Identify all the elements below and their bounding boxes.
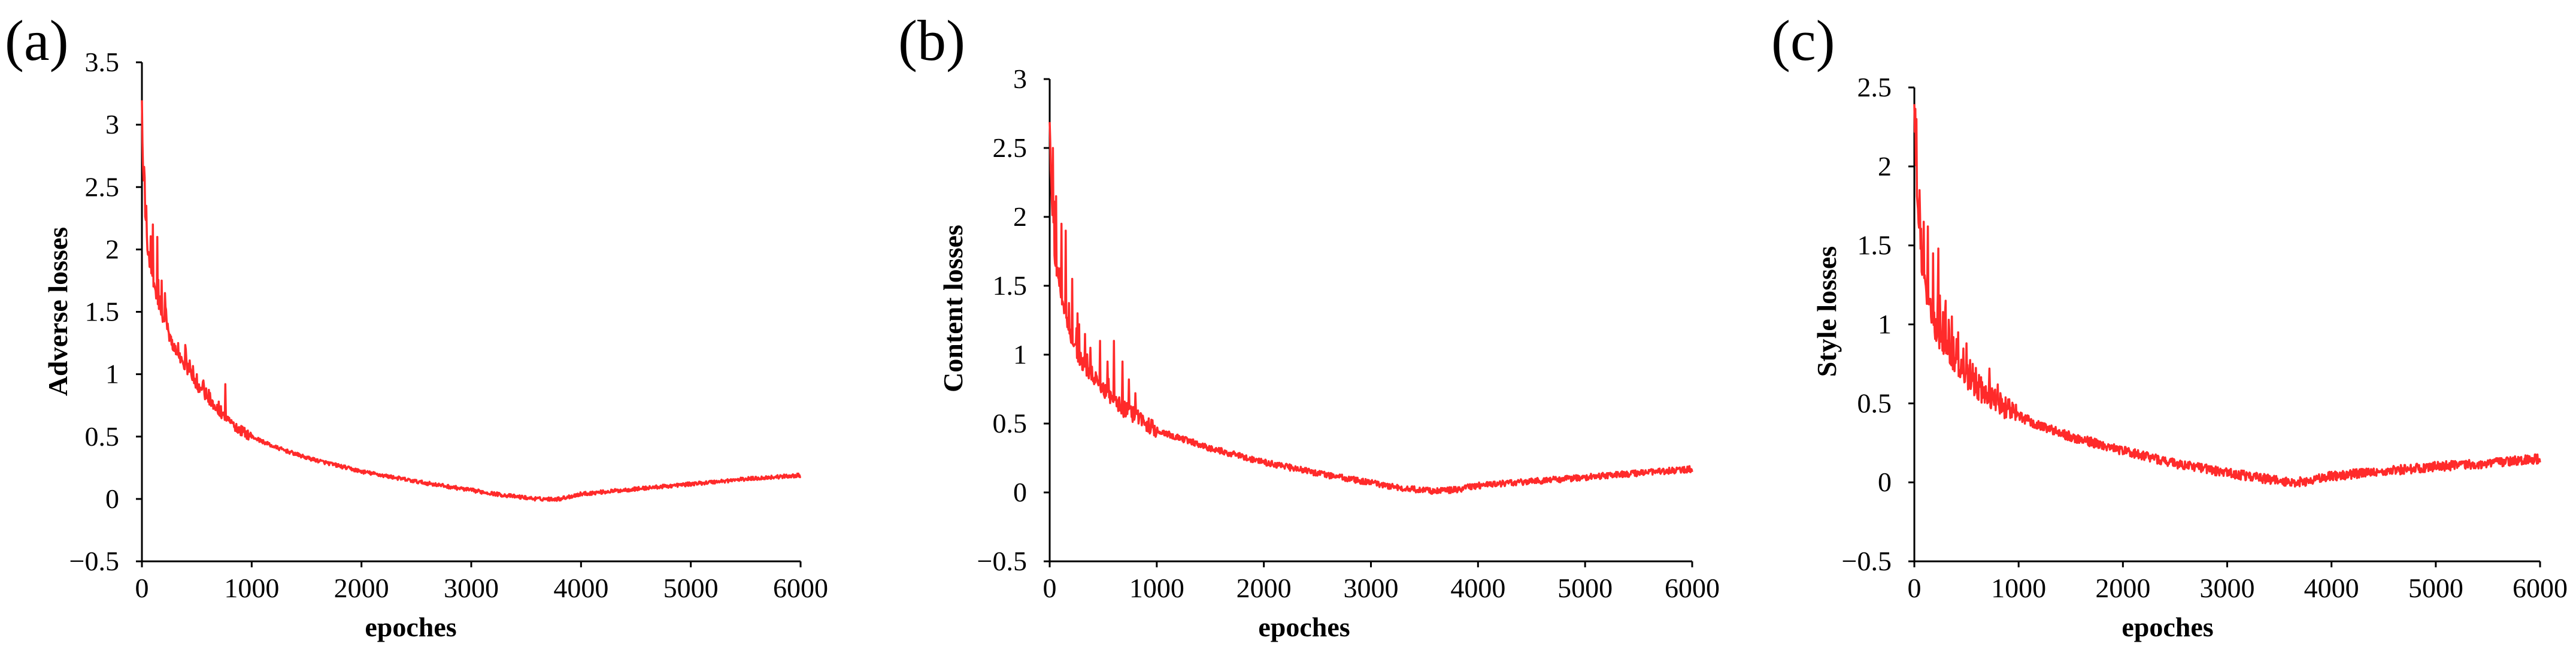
panel-c-x-tick-label: 4000 [2304,573,2359,603]
panel-a-ylabel: Adverse losses [43,227,73,396]
panel-c-y-tick-label: 0 [1878,467,1892,497]
panel-label-b: (b) [898,8,965,72]
panel-a-x-tick-label: 2000 [334,573,389,603]
panel-b-x-tick-label: 2000 [1237,573,1292,603]
panel-b-axes [1048,79,1692,563]
panel-c-x-tick-label: 5000 [2408,573,2463,603]
panel-b-y-tick-label: 1 [1013,339,1027,370]
panel-a-x-ticks: 0 1000 2000 3000 4000 5000 6000 [135,561,828,603]
panel-a-xlabel: epoches [365,612,456,642]
panel-b-y-ticks: −0.5 0 0.5 1 1.5 2 2.5 3 [977,64,1050,576]
panel-b: (b) −0.5 0 0.5 1 1.5 2 2.5 3 0 1000 2000 3000 4000 5… [898,8,1720,642]
panel-b-x-tick-label: 6000 [1665,573,1720,603]
panel-c-x-tick-label: 0 [1908,573,1922,603]
panel-c-x-tick-label: 3000 [2200,573,2255,603]
panel-c-y-tick-label: 0.5 [1857,388,1892,418]
panel-b-series-line [1048,122,1693,495]
panel-b-y-tick-label: 2.5 [993,132,1028,163]
panel-c: (c) −0.5 0 0.5 1 1.5 2 2.5 0 1000 2000 3000 4000 50… [1771,8,2568,642]
panel-c-y-tick-label: 1 [1878,309,1892,340]
panel-a: (a) −0.5 0 0.5 1 1.5 2 2.5 3 3.5 0 1000 2000 3000 40… [5,8,828,642]
panel-c-y-tick-label: 2.5 [1857,72,1892,102]
panel-b-x-tick-label: 5000 [1557,573,1613,603]
panel-c-x-tick-label: 2000 [2095,573,2150,603]
panel-a-series-line [141,100,802,502]
panel-b-x-tick-label: 0 [1043,573,1057,603]
panel-c-y-tick-label: 2 [1878,151,1892,182]
panel-c-x-ticks: 0 1000 2000 3000 4000 5000 6000 [1908,561,2568,603]
panel-a-y-tick-label: 2 [105,234,119,264]
panel-b-xlabel: epoches [1258,612,1350,642]
panel-a-y-tick-label: 1 [105,359,119,389]
panel-c-x-tick-label: 1000 [1991,573,2046,603]
panel-c-axes [1913,87,2540,563]
panel-b-y-tick-label: −0.5 [977,546,1027,576]
panel-a-y-tick-label: 3 [105,109,119,140]
panel-a-y-ticks: −0.5 0 0.5 1 1.5 2 2.5 3 3.5 [69,47,142,576]
panel-a-axes [141,62,801,563]
panel-a-x-tick-label: 6000 [773,573,828,603]
panel-c-series-line [1913,104,2541,488]
panel-b-y-tick-label: 1.5 [993,270,1028,301]
panel-b-y-tick-label: 0.5 [993,408,1028,439]
panel-c-xlabel: epoches [2122,612,2213,642]
panel-c-y-tick-label: 1.5 [1857,230,1892,261]
panel-a-y-tick-label: 0 [105,483,119,514]
panel-a-x-tick-label: 0 [135,573,149,603]
panel-a-y-tick-label: −0.5 [69,546,119,576]
panel-label-a: (a) [5,8,69,72]
panel-a-x-tick-label: 4000 [553,573,608,603]
panel-c-y-ticks: −0.5 0 0.5 1 1.5 2 2.5 [1842,72,1914,576]
panel-c-x-tick-label: 6000 [2513,573,2568,603]
panel-b-y-tick-label: 2 [1013,201,1027,232]
panel-b-x-ticks: 0 1000 2000 3000 4000 5000 6000 [1043,561,1720,603]
panel-a-y-tick-label: 0.5 [85,421,120,452]
panel-a-y-tick-label: 2.5 [85,171,120,202]
panel-a-y-tick-label: 1.5 [85,297,120,327]
panel-b-ylabel: Content losses [938,225,968,392]
panel-b-x-tick-label: 3000 [1344,573,1399,603]
panel-b-x-tick-label: 4000 [1450,573,1505,603]
panel-b-y-tick-label: 3 [1013,64,1027,94]
panel-a-x-tick-label: 5000 [663,573,719,603]
panel-c-y-tick-label: −0.5 [1842,546,1892,576]
panel-a-y-tick-label: 3.5 [85,47,120,77]
panel-a-x-tick-label: 3000 [444,573,499,603]
panel-b-x-tick-label: 1000 [1129,573,1184,603]
panel-b-y-tick-label: 0 [1013,477,1027,507]
panel-a-x-tick-label: 1000 [224,573,279,603]
panel-label-c: (c) [1771,8,1835,72]
panel-c-ylabel: Style losses [1811,246,1842,377]
